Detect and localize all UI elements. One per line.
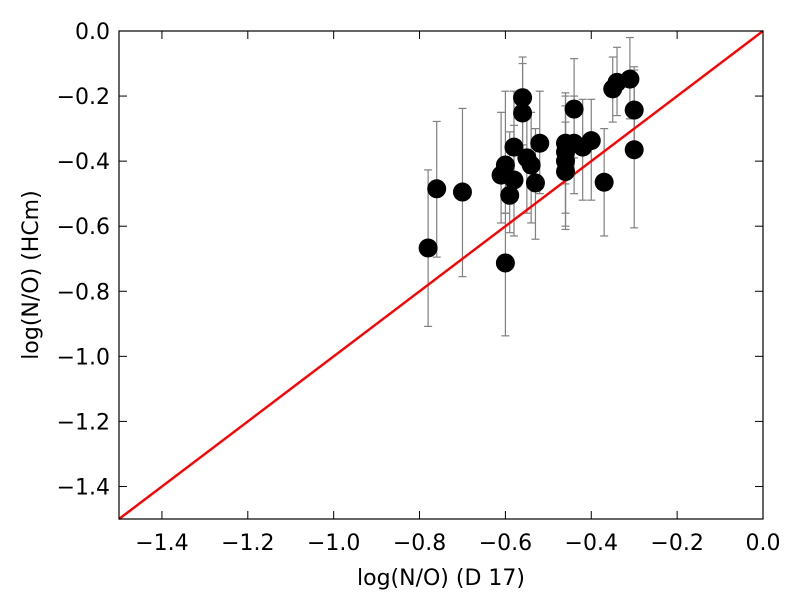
y-tick-label: −0.4 <box>57 150 110 175</box>
plot-frame <box>118 30 764 520</box>
data-markers <box>418 69 644 273</box>
x-tick-label: −1.4 <box>135 531 188 556</box>
x-tick-label: −0.4 <box>565 531 618 556</box>
x-axis-label: log(N/O) (D 17) <box>357 566 525 591</box>
x-tick-label: −1.0 <box>307 531 360 556</box>
y-tick-label: −1.4 <box>57 475 110 500</box>
reference-line-group <box>118 30 764 520</box>
data-point <box>513 88 533 108</box>
data-point <box>521 155 541 175</box>
data-point <box>564 99 584 119</box>
x-tick-label: 0.0 <box>746 531 781 556</box>
data-point <box>525 173 545 193</box>
y-axis-ticks: 0.0 −0.2 −0.4 −0.6 −0.8 −1.0 −1.2 −1.4 <box>57 20 763 500</box>
x-tick-label: −0.2 <box>650 531 703 556</box>
data-point <box>504 137 524 157</box>
y-tick-label: −1.2 <box>57 410 110 435</box>
data-point <box>624 140 644 160</box>
one-to-one-line <box>118 30 764 520</box>
data-point <box>594 172 614 192</box>
data-point <box>620 69 640 89</box>
data-point <box>624 100 644 120</box>
data-point <box>556 162 576 182</box>
x-tick-label: −0.6 <box>479 531 532 556</box>
x-tick-label: −1.2 <box>221 531 274 556</box>
x-tick-label: −0.8 <box>393 531 446 556</box>
y-tick-label: 0.0 <box>75 20 110 45</box>
data-point <box>530 133 550 153</box>
data-point <box>418 238 438 258</box>
y-tick-label: −1.0 <box>57 345 110 370</box>
data-point <box>504 170 524 190</box>
data-point <box>581 131 601 151</box>
data-point <box>495 253 515 273</box>
data-point <box>427 179 447 199</box>
x-axis-ticks: −1.4 −1.2 −1.0 −0.8 −0.6 −0.4 −0.2 0.0 <box>135 31 781 556</box>
data-point <box>513 103 533 123</box>
data-point <box>452 182 472 202</box>
y-tick-label: −0.2 <box>57 85 110 110</box>
y-axis-label: log(N/O) (HCm) <box>19 190 44 359</box>
data-point <box>500 185 520 205</box>
y-tick-label: −0.8 <box>57 280 110 305</box>
y-tick-label: −0.6 <box>57 215 110 240</box>
